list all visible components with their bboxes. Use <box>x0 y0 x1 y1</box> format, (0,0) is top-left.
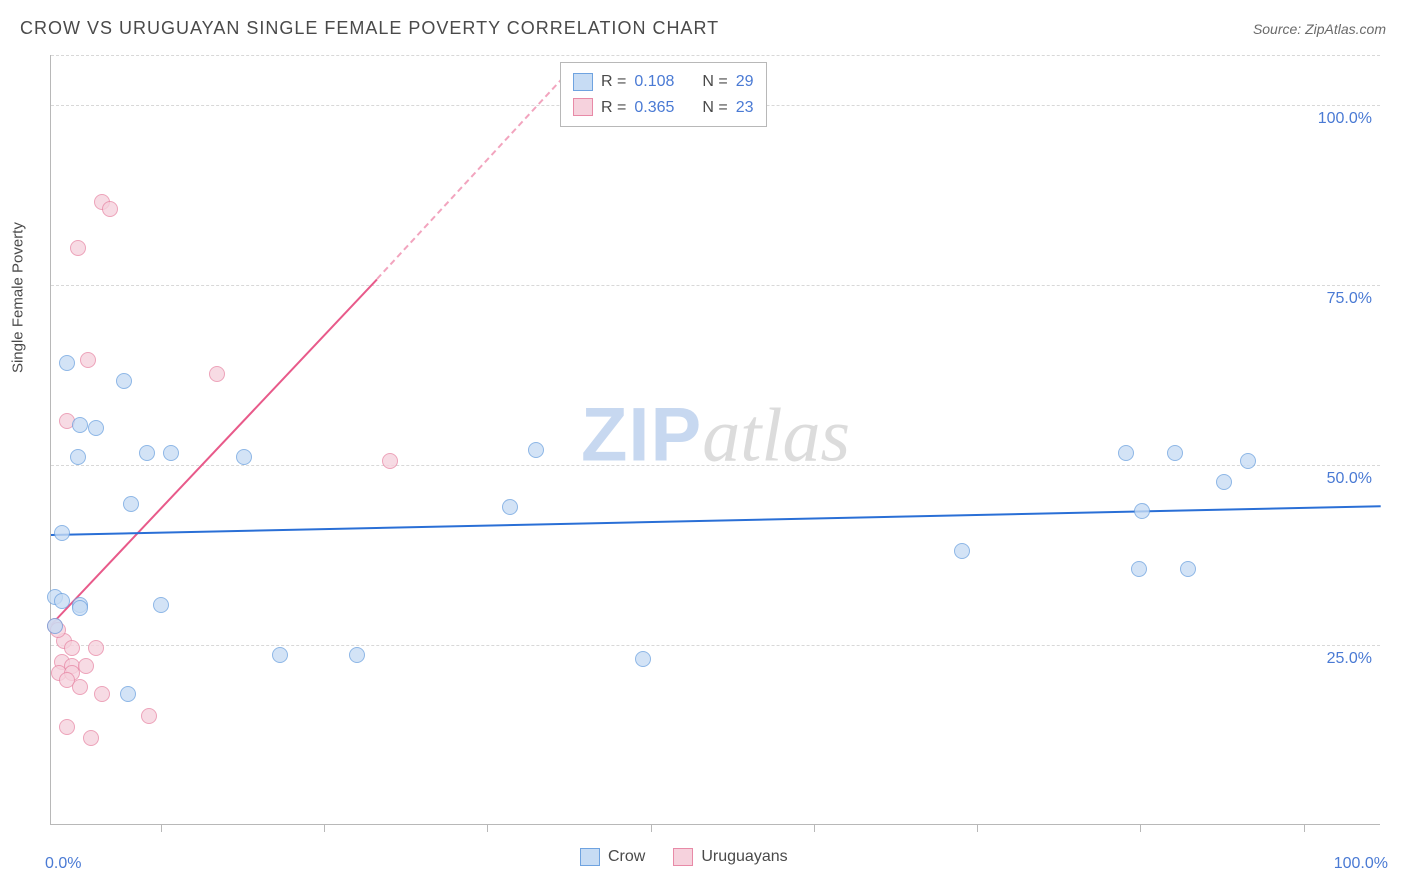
trendline <box>376 70 570 280</box>
legend-item-crow: Crow <box>580 848 645 866</box>
crow-swatch <box>580 848 600 866</box>
x-tick <box>1140 824 1141 832</box>
source-label: Source: ZipAtlas.com <box>1253 21 1386 37</box>
crow-point <box>1167 445 1183 461</box>
x-axis-max-label: 100.0% <box>1334 855 1388 873</box>
gridline <box>51 55 1380 56</box>
crow-point <box>139 445 155 461</box>
crow-point <box>72 417 88 433</box>
trendline <box>51 505 1381 536</box>
uruguayans-point <box>64 640 80 656</box>
r-value: 0.365 <box>634 95 674 121</box>
y-tick-label: 50.0% <box>1327 470 1372 488</box>
trendline <box>50 278 377 625</box>
uruguayans-swatch <box>573 98 593 116</box>
crow-point <box>272 647 288 663</box>
crow-point <box>1131 561 1147 577</box>
crow-point <box>116 373 132 389</box>
crow-point <box>59 355 75 371</box>
bottom-legend: Crow Uruguayans <box>580 848 788 866</box>
crow-point <box>1240 453 1256 469</box>
r-label: R = <box>601 69 626 95</box>
crow-point <box>528 442 544 458</box>
n-label: N = <box>702 95 727 121</box>
plot-area: ZIPatlas 25.0%50.0%75.0%100.0% <box>50 55 1380 825</box>
uruguayans-point <box>382 453 398 469</box>
gridline <box>51 285 1380 286</box>
uruguayans-point <box>94 686 110 702</box>
stats-row-crow: R = 0.108 N = 29 <box>573 69 754 95</box>
crow-point <box>153 597 169 613</box>
uruguayans-point <box>209 366 225 382</box>
x-tick <box>814 824 815 832</box>
uruguayans-point <box>70 240 86 256</box>
y-tick-label: 100.0% <box>1318 110 1372 128</box>
stats-row-uruguayans: R = 0.365 N = 23 <box>573 95 754 121</box>
crow-point <box>163 445 179 461</box>
x-tick <box>161 824 162 832</box>
uruguayans-point <box>72 679 88 695</box>
stats-legend: R = 0.108 N = 29 R = 0.365 N = 23 <box>560 62 767 127</box>
crow-point <box>502 499 518 515</box>
crow-point <box>236 449 252 465</box>
r-label: R = <box>601 95 626 121</box>
legend-label: Uruguayans <box>701 848 787 866</box>
uruguayans-point <box>88 640 104 656</box>
crow-point <box>54 593 70 609</box>
gridline <box>51 645 1380 646</box>
crow-point <box>54 525 70 541</box>
crow-point <box>1118 445 1134 461</box>
gridline <box>51 465 1380 466</box>
n-value: 29 <box>736 69 754 95</box>
x-tick <box>1304 824 1305 832</box>
x-tick <box>487 824 488 832</box>
uruguayans-swatch <box>673 848 693 866</box>
y-tick-label: 75.0% <box>1327 290 1372 308</box>
crow-point <box>1216 474 1232 490</box>
crow-swatch <box>573 73 593 91</box>
uruguayans-point <box>59 719 75 735</box>
crow-point <box>349 647 365 663</box>
r-value: 0.108 <box>634 69 674 95</box>
x-tick <box>651 824 652 832</box>
x-tick <box>977 824 978 832</box>
x-axis-min-label: 0.0% <box>45 855 81 873</box>
crow-point <box>1134 503 1150 519</box>
crow-point <box>635 651 651 667</box>
uruguayans-point <box>102 201 118 217</box>
y-axis-title: Single Female Poverty <box>10 222 27 373</box>
crow-point <box>123 496 139 512</box>
n-value: 23 <box>736 95 754 121</box>
legend-label: Crow <box>608 848 645 866</box>
crow-point <box>47 618 63 634</box>
chart-title: CROW VS URUGUAYAN SINGLE FEMALE POVERTY … <box>20 18 719 39</box>
n-label: N = <box>702 69 727 95</box>
legend-item-uruguayans: Uruguayans <box>673 848 787 866</box>
uruguayans-point <box>83 730 99 746</box>
crow-point <box>1180 561 1196 577</box>
x-tick <box>324 824 325 832</box>
crow-point <box>954 543 970 559</box>
crow-point <box>120 686 136 702</box>
crow-point <box>88 420 104 436</box>
uruguayans-point <box>141 708 157 724</box>
uruguayans-point <box>80 352 96 368</box>
crow-point <box>70 449 86 465</box>
crow-point <box>72 600 88 616</box>
y-tick-label: 25.0% <box>1327 650 1372 668</box>
